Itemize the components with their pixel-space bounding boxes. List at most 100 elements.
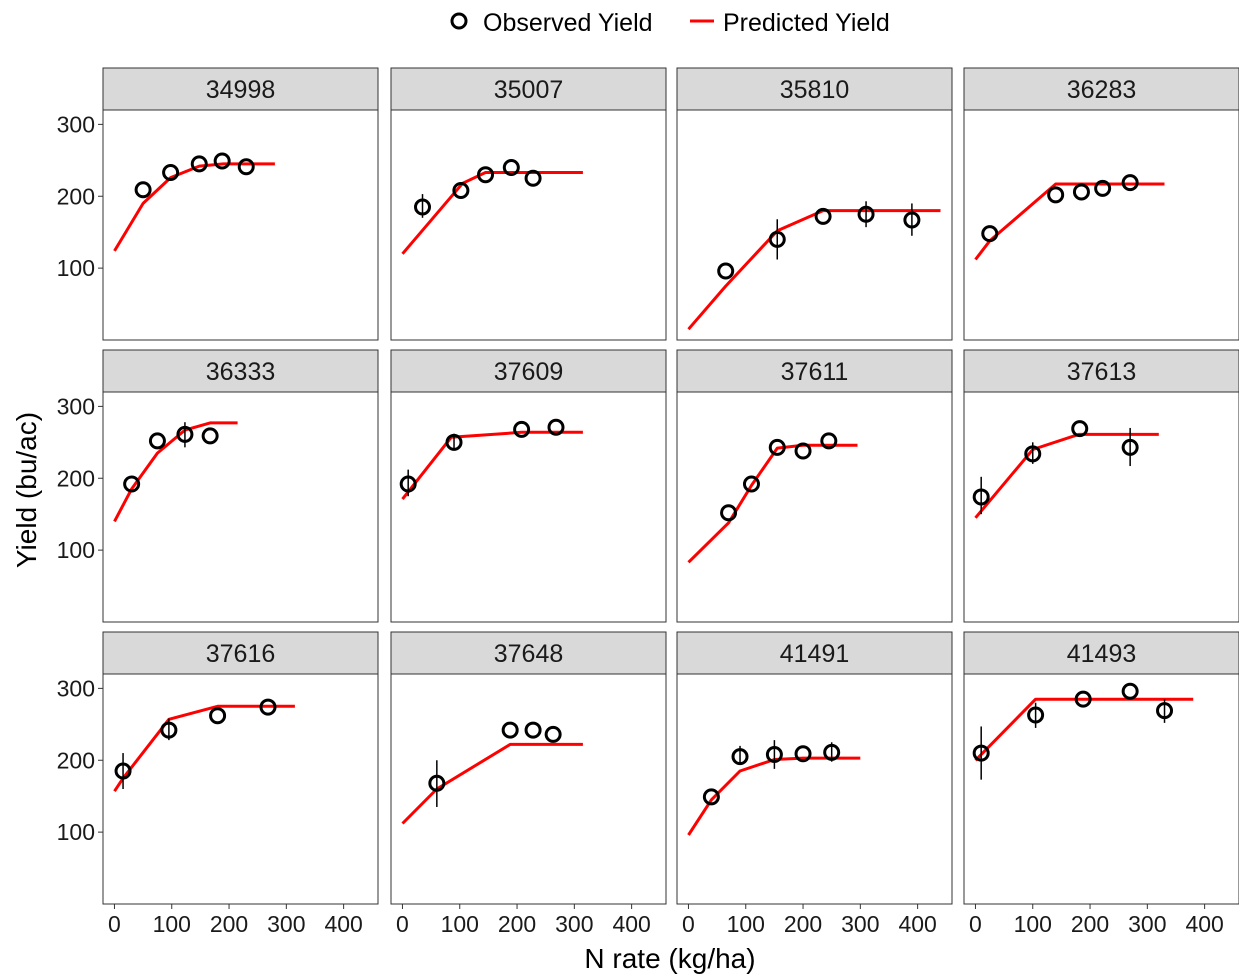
observed-yield-point bbox=[794, 442, 812, 460]
legend-observed-label: Observed Yield bbox=[483, 9, 653, 37]
observed-yield-point bbox=[513, 420, 531, 438]
observed-yield-point bbox=[794, 745, 812, 763]
predicted-yield-line bbox=[113, 162, 275, 252]
facet-strip bbox=[676, 67, 953, 111]
x-tick-label: 300 bbox=[555, 911, 593, 937]
observed-yield-point bbox=[1121, 682, 1139, 700]
observed-yield-point bbox=[524, 721, 542, 739]
facet-panel-37613: 37613 bbox=[963, 349, 1239, 623]
observed-yield-point bbox=[1094, 179, 1112, 197]
observed-yield-point bbox=[190, 155, 208, 173]
plot-panel bbox=[390, 673, 667, 905]
observed-yield-point bbox=[857, 205, 875, 223]
observed-yield-point bbox=[981, 225, 999, 243]
observed-yield-point bbox=[213, 152, 231, 170]
observed-yield-point bbox=[445, 433, 463, 451]
y-tick-label: 100 bbox=[57, 255, 95, 281]
observed-yield-point bbox=[524, 169, 542, 187]
predicted-yield-line bbox=[113, 421, 238, 523]
y-tick-label: 200 bbox=[57, 747, 95, 773]
x-tick-label: 0 bbox=[969, 911, 982, 937]
observed-yield-point bbox=[742, 475, 760, 493]
observed-yield-point bbox=[717, 262, 735, 280]
observed-yield-point bbox=[768, 438, 786, 456]
y-tick-label: 200 bbox=[57, 183, 95, 209]
x-tick-label: 200 bbox=[1071, 911, 1109, 937]
y-axis-title: Yield (bu/ac) bbox=[11, 412, 42, 568]
facet-strip-label: 35007 bbox=[494, 76, 564, 104]
facet-strip-label: 41491 bbox=[780, 640, 850, 668]
facet-strip-label: 41493 bbox=[1067, 640, 1137, 668]
facet-panel-37609: 37609 bbox=[390, 349, 667, 623]
x-tick-label: 0 bbox=[108, 911, 121, 937]
x-tick-label: 100 bbox=[153, 911, 191, 937]
facet-strip-label: 37609 bbox=[494, 358, 564, 386]
facet-panel-35007: 35007 bbox=[390, 67, 667, 341]
y-tick-label: 300 bbox=[57, 675, 95, 701]
observed-yield-point bbox=[903, 211, 921, 229]
observed-yield-point bbox=[1121, 174, 1139, 192]
facet-strip bbox=[390, 631, 667, 675]
predicted-yield-line bbox=[974, 697, 1194, 762]
observed-yield-point bbox=[765, 746, 783, 763]
y-tick-label: 100 bbox=[57, 819, 95, 845]
plot-panel bbox=[102, 391, 379, 623]
observed-yield-point bbox=[544, 725, 562, 743]
observed-yield-point bbox=[428, 774, 446, 792]
plot-panel bbox=[963, 109, 1239, 341]
observed-yield-point bbox=[477, 166, 495, 184]
plot-panel bbox=[676, 109, 953, 341]
facet-panel-41491: 41491 0 100 200 300 400 bbox=[676, 631, 953, 937]
x-tick-label: 400 bbox=[898, 911, 936, 937]
x-tick-label: 300 bbox=[841, 911, 879, 937]
facet-strip bbox=[102, 349, 379, 393]
facet-strip-label: 34998 bbox=[206, 76, 276, 104]
observed-yield-point bbox=[259, 698, 277, 716]
x-tick-label: 100 bbox=[1014, 911, 1052, 937]
facet-panel-41493: 41493 0 100 200 300 400 bbox=[963, 631, 1239, 937]
x-tick-label: 200 bbox=[784, 911, 822, 937]
observed-yield-point bbox=[702, 788, 720, 806]
facet-panel-37648: 37648 0 100 200 300 400 bbox=[390, 631, 667, 937]
plot-panel bbox=[963, 673, 1239, 905]
facet-panel-37611: 37611 bbox=[676, 349, 953, 623]
plot-panel bbox=[390, 109, 667, 341]
observed-yield-point bbox=[237, 158, 255, 176]
observed-yield-point bbox=[1047, 186, 1065, 204]
observed-yield-point bbox=[414, 198, 432, 216]
facet-strip bbox=[102, 631, 379, 675]
observed-yield-point bbox=[1072, 183, 1090, 201]
observed-yield-point bbox=[134, 181, 152, 199]
x-tick-label: 0 bbox=[682, 911, 695, 937]
predicted-yield-line bbox=[687, 756, 861, 836]
facet-panel-36283: 36283 bbox=[963, 67, 1239, 341]
facet-strip-label: 37648 bbox=[494, 640, 564, 668]
facet-strip-label: 36283 bbox=[1067, 76, 1137, 104]
y-tick-label: 200 bbox=[57, 465, 95, 491]
x-tick-label: 400 bbox=[612, 911, 650, 937]
plot-panel bbox=[676, 673, 953, 905]
facet-strip bbox=[676, 349, 953, 393]
facet-panel-35810: 35810 bbox=[676, 67, 953, 341]
observed-yield-point bbox=[1024, 445, 1042, 463]
x-tick-label: 400 bbox=[324, 911, 362, 937]
observed-yield-point bbox=[123, 475, 141, 493]
plot-panel bbox=[102, 673, 379, 905]
observed-yield-point bbox=[814, 207, 832, 225]
facet-panel-34998: 34998 100 200 300 bbox=[57, 67, 379, 341]
x-tick-label: 200 bbox=[498, 911, 536, 937]
facet-strip-label: 35810 bbox=[780, 76, 850, 104]
observed-yield-point bbox=[1121, 438, 1139, 456]
x-tick-label: 400 bbox=[1185, 911, 1223, 937]
facet-strip bbox=[963, 631, 1239, 675]
observed-yield-point bbox=[720, 504, 738, 522]
observed-yield-point bbox=[1027, 706, 1045, 724]
x-tick-label: 200 bbox=[210, 911, 248, 937]
observed-yield-point bbox=[201, 427, 219, 445]
facet-strip-label: 36333 bbox=[206, 358, 276, 386]
legend: Observed Yield Predicted Yield bbox=[450, 9, 890, 37]
observed-yield-point bbox=[1071, 420, 1089, 438]
observed-yield-point bbox=[768, 230, 786, 248]
observed-yield-point bbox=[820, 432, 838, 450]
y-tick-label: 300 bbox=[57, 393, 95, 419]
